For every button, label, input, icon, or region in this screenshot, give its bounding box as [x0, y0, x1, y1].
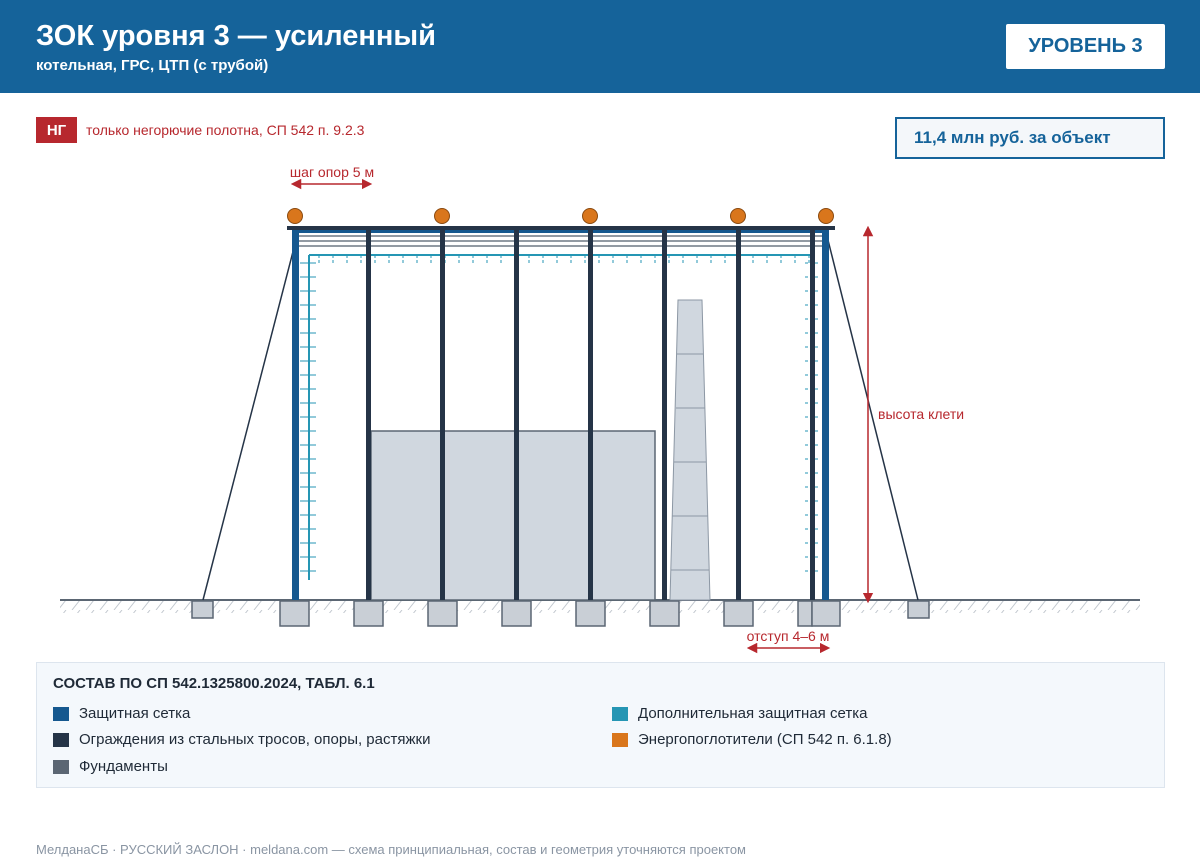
top-beam: [287, 226, 835, 230]
foundations: [191, 600, 930, 627]
legend-label: Дополнительная защитная сетка: [638, 705, 868, 722]
legend-item-additional-mesh: Дополнительная защитная сетка: [612, 705, 867, 722]
chimney: [669, 299, 711, 601]
spacing-label: шаг опор 5 м: [290, 164, 374, 180]
legend-item-cables: Ограждения из стальных тросов, опоры, ра…: [53, 731, 430, 748]
legend-title: СОСТАВ ПО СП 542.1325800.2024, ТАБЛ. 6.1: [53, 675, 375, 692]
ng-badge: НГ: [36, 117, 77, 143]
footer-note: МелданаСБ · РУССКИЙ ЗАСЛОН · meldana.com…: [36, 842, 746, 857]
legend-item-protective-mesh: Защитная сетка: [53, 705, 190, 722]
price-box: 11,4 млн руб. за объект: [895, 117, 1165, 159]
offset-label: отступ 4–6 м: [747, 628, 830, 644]
support-posts: [366, 230, 815, 600]
legend-label: Фундаменты: [79, 758, 168, 775]
legend-item-foundations: Фундаменты: [53, 758, 168, 775]
legend-swatch: [612, 706, 628, 721]
page-subtitle: котельная, ГРС, ЦТП (с трубой): [36, 57, 269, 74]
additional-mesh: [300, 254, 819, 580]
legend-swatch: [53, 732, 69, 747]
ng-note: только негорючие полотна, СП 542 п. 9.2.…: [86, 122, 365, 138]
legend-panel: СОСТАВ ПО СП 542.1325800.2024, ТАБЛ. 6.1…: [36, 662, 1165, 788]
legend-swatch: [53, 759, 69, 774]
level-badge: УРОВЕНЬ 3: [1006, 24, 1165, 69]
protective-mesh: [292, 228, 829, 600]
legend-label: Защитная сетка: [79, 705, 191, 722]
steel-cables: [296, 235, 828, 247]
legend-label: Энергопоглотители (СП 542 п. 6.1.8): [638, 731, 892, 748]
page-title: ЗОК уровня 3 — усиленный: [36, 20, 436, 52]
header-bar: ЗОК уровня 3 — усиленный котельная, ГРС,…: [0, 0, 1200, 93]
structure-diagram: шаг опор 5 м высота клети отступ 4–6 м: [60, 164, 1140, 654]
legend-item-energy-absorbers: Энергопоглотители (СП 542 п. 6.1.8): [612, 731, 892, 748]
height-label: высота клети: [878, 406, 964, 422]
legend-label: Ограждения из стальных тросов, опоры, ра…: [79, 731, 431, 748]
energy-absorbers: [287, 208, 834, 224]
legend-swatch: [612, 732, 628, 747]
boiler-building: [370, 430, 656, 601]
legend-swatch: [53, 706, 69, 721]
